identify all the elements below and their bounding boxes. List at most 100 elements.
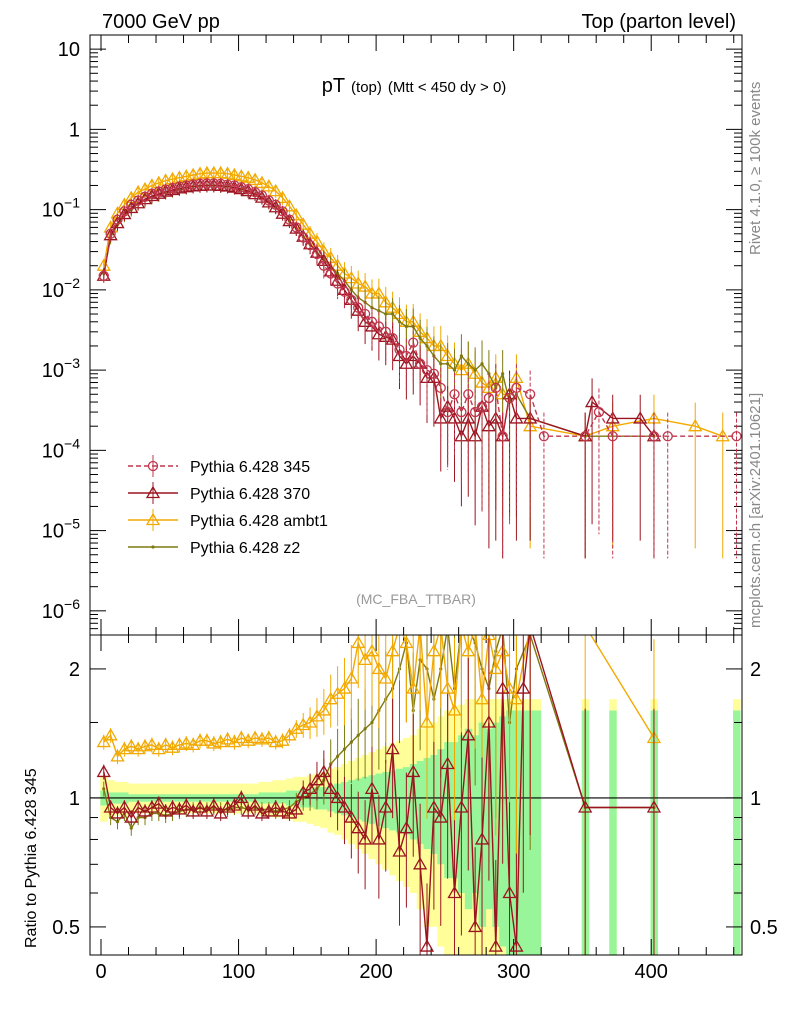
legend-marker	[151, 545, 155, 549]
ratio-point	[289, 721, 304, 734]
data-point	[213, 165, 228, 179]
ratio-point	[335, 754, 340, 759]
ratio-point	[239, 805, 243, 810]
ratio-point	[296, 785, 311, 798]
green-band-bin	[361, 776, 370, 822]
ratio-point	[137, 804, 153, 817]
ratio-point	[129, 826, 133, 830]
ratio-point	[144, 800, 160, 813]
data-point	[480, 362, 484, 366]
data-point	[459, 354, 463, 358]
ratio-frame	[89, 634, 743, 956]
ratio-point	[351, 635, 366, 649]
y-tick-label: 1	[69, 119, 80, 141]
data-point	[511, 382, 522, 394]
ratio-point	[447, 885, 462, 899]
data-point	[391, 312, 395, 316]
ratio-point	[344, 810, 359, 823]
ratio-point	[179, 736, 194, 749]
data-point	[353, 302, 364, 313]
data-point	[268, 199, 283, 213]
data-point	[194, 178, 206, 189]
green-band-bin	[471, 735, 480, 893]
legend-label: Pythia 6.428 z2	[190, 540, 300, 557]
ratio-point	[316, 764, 331, 778]
analysis-tag: (MC_FBA_TTBAR)	[356, 591, 476, 607]
ratio-point	[646, 800, 662, 813]
data-point	[309, 245, 325, 258]
main-frame	[89, 34, 743, 636]
ratio-point	[192, 800, 208, 813]
ratio-point	[102, 787, 106, 791]
data-point	[284, 214, 295, 225]
ratio-point	[131, 800, 146, 813]
data-point	[446, 362, 450, 366]
data-point	[715, 428, 730, 442]
ratio-point	[302, 781, 318, 795]
ratio-point	[302, 715, 318, 728]
data-point	[160, 184, 171, 195]
x-tick-label: 100	[222, 961, 255, 983]
ratio-point	[399, 820, 414, 834]
ratio-y-tick-label: 0.5	[52, 917, 80, 939]
data-point	[346, 294, 357, 306]
data-point	[377, 309, 381, 313]
data-point	[428, 368, 440, 379]
data-point	[236, 182, 247, 193]
data-point	[538, 431, 550, 442]
data-point	[188, 179, 199, 190]
ratio-point	[370, 720, 374, 725]
ratio-point	[151, 796, 166, 809]
ratio-point	[275, 804, 290, 817]
rivet-label: Rivet 4.1.0, ≥ 100k events	[747, 82, 764, 255]
ratio-point	[234, 730, 249, 744]
ratio-point	[364, 781, 380, 795]
ratio-point	[344, 671, 359, 684]
ratio-point	[488, 939, 503, 952]
data-point	[139, 191, 151, 202]
data-point	[103, 227, 118, 241]
series-3	[102, 179, 656, 559]
data-point	[466, 362, 470, 366]
ratio-point	[165, 800, 180, 813]
green-band-bin	[609, 710, 617, 955]
ratio-point	[342, 747, 347, 751]
data-point	[373, 321, 385, 332]
ratio-point	[179, 798, 194, 811]
data-point	[514, 392, 519, 396]
ratio-point	[199, 804, 215, 817]
ratio-point	[96, 734, 111, 748]
ratio-point	[461, 643, 476, 657]
ratio-y-tick-label: 2	[69, 659, 80, 681]
data-point	[277, 206, 288, 217]
ratio-point	[509, 691, 524, 705]
ratio-point	[509, 939, 524, 952]
ratio-point	[337, 681, 352, 694]
data-point	[456, 406, 467, 418]
ratio-point	[234, 790, 249, 804]
ratio-point	[282, 806, 297, 819]
ratio-point	[488, 661, 503, 675]
ratio-point	[309, 709, 325, 722]
x-tick-label: 200	[359, 961, 392, 983]
legend-label: Pythia 6.428 370	[190, 486, 310, 503]
ratio-point	[447, 703, 462, 716]
data-point	[325, 268, 336, 279]
data-point	[227, 167, 242, 181]
data-point	[473, 368, 477, 372]
data-point	[490, 382, 501, 394]
data-point	[174, 181, 185, 192]
ratio-point	[337, 800, 352, 813]
ratio-point	[364, 643, 380, 657]
legend-marker	[145, 485, 161, 499]
legend-marker	[145, 512, 161, 526]
ratio-point	[474, 832, 490, 845]
data-point	[731, 431, 742, 442]
y-tick-label: 10−2	[42, 275, 80, 302]
ratio-point	[406, 764, 421, 778]
ratio-point	[481, 715, 497, 728]
data-point	[580, 431, 591, 442]
ratio-y-tick-label-right: 0.5	[750, 917, 778, 939]
data-point	[399, 356, 414, 369]
